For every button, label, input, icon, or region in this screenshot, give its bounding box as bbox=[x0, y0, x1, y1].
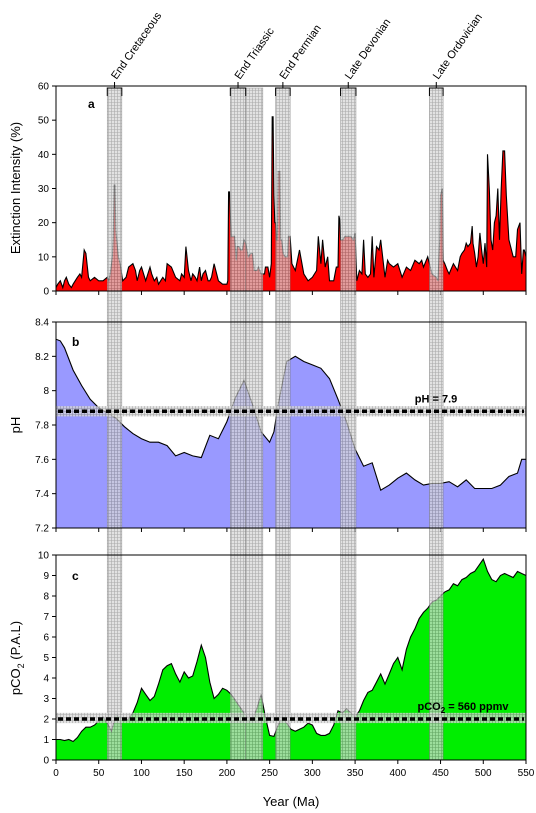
panel-b: 7.2 7.4 7.6 7.8 8 8.2 8.4 bbox=[35, 318, 527, 535]
reference-annotation-c: pCO2 = 560 ppmv bbox=[418, 701, 510, 715]
event-band bbox=[245, 87, 264, 761]
y-tick-label-b: 8.4 bbox=[35, 318, 49, 329]
event-band bbox=[106, 87, 123, 761]
y-tick-label-a: 40 bbox=[38, 150, 50, 161]
panel-a: 0 10 20 30 40 50 60 bbox=[38, 82, 527, 298]
series-area-c bbox=[56, 559, 526, 760]
x-tick-label: 50 bbox=[93, 768, 105, 779]
panel-label-b: b bbox=[72, 335, 79, 349]
event-band bbox=[275, 87, 291, 761]
x-tick-label: 0 bbox=[53, 768, 59, 779]
event-label: End Permian bbox=[278, 23, 324, 82]
y-tick-label-b: 8.2 bbox=[35, 352, 49, 363]
y-tick-label-c: 9 bbox=[43, 571, 49, 582]
y-tick-label-a: 50 bbox=[38, 116, 50, 127]
y-tick-label-c: 8 bbox=[43, 592, 49, 603]
plot-frame-b bbox=[55, 321, 527, 529]
y-tick-label-c: 6 bbox=[43, 633, 49, 644]
series-line-c bbox=[56, 557, 526, 743]
y-tick-label-b: 7.6 bbox=[35, 455, 49, 466]
event-label: End Cretaceous bbox=[109, 10, 164, 82]
x-tick-label: 200 bbox=[219, 768, 236, 779]
panel-label-a: a bbox=[88, 97, 95, 111]
x-tick-label: 400 bbox=[389, 768, 406, 779]
x-axis-label: Year (Ma) bbox=[263, 794, 320, 809]
x-tick-label: 450 bbox=[432, 768, 449, 779]
event-label: Late Ordovician bbox=[431, 12, 485, 82]
overlay: pH = 7.9 pCO2 = 560 ppmv bbox=[55, 85, 527, 761]
y-tick-label-a: 60 bbox=[38, 82, 50, 93]
y-tick-label-b: 8 bbox=[43, 386, 49, 397]
y-tick-label-c: 3 bbox=[43, 694, 49, 705]
y-axis-label-c: pCO2 (P.A.L) bbox=[8, 621, 26, 695]
y-axis-label-a: Extinction Intensity (%) bbox=[8, 122, 23, 254]
y-tick-label-b: 7.2 bbox=[35, 524, 49, 535]
series-area-b bbox=[56, 339, 526, 528]
y-tick-label-c: 7 bbox=[43, 612, 49, 623]
x-tick-label: 350 bbox=[347, 768, 364, 779]
x-tick-label: 100 bbox=[133, 768, 150, 779]
y-tick-label-a: 30 bbox=[38, 184, 50, 195]
x-tick-label: 500 bbox=[475, 768, 492, 779]
y-tick-label-a: 0 bbox=[43, 287, 49, 298]
y-tick-label-c: 1 bbox=[43, 735, 49, 746]
x-tick-label: 150 bbox=[176, 768, 193, 779]
event-band bbox=[429, 87, 444, 761]
y-tick-label-c: 0 bbox=[43, 756, 49, 767]
event-band bbox=[340, 87, 357, 761]
y-axis-label-b: pH bbox=[8, 417, 23, 434]
x-tick-label: 250 bbox=[261, 768, 278, 779]
y-tick-label-c: 4 bbox=[43, 674, 49, 685]
y-tick-label-a: 10 bbox=[38, 252, 50, 263]
reference-annotation-b: pH = 7.9 bbox=[415, 393, 458, 405]
y-tick-label-a: 20 bbox=[38, 218, 50, 229]
y-tick-label-b: 7.4 bbox=[35, 489, 49, 500]
event-band bbox=[230, 87, 247, 761]
panel-label-c: c bbox=[72, 569, 79, 583]
y-tick-label-c: 2 bbox=[43, 715, 49, 726]
plot-frame-a bbox=[55, 85, 527, 292]
y-tick-label-c: 5 bbox=[43, 653, 49, 664]
x-tick-label: 550 bbox=[518, 768, 535, 779]
event-label: Late Devonian bbox=[343, 17, 394, 82]
event-label: End Triassic bbox=[233, 25, 277, 81]
y-tick-label-b: 7.8 bbox=[35, 421, 49, 432]
plot-frame-c bbox=[55, 554, 527, 761]
y-tick-label-c: 10 bbox=[38, 551, 50, 562]
x-tick-label: 300 bbox=[304, 768, 321, 779]
